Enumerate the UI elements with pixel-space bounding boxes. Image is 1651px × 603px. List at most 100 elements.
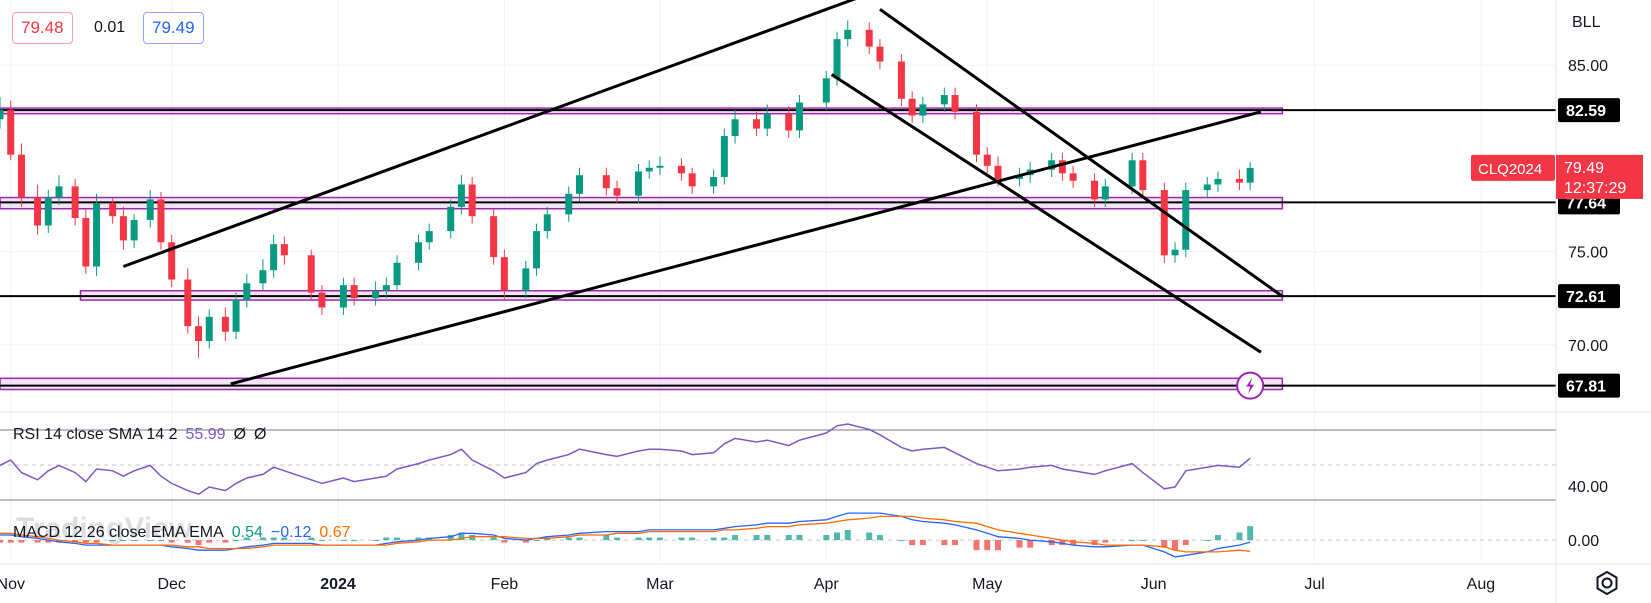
candles <box>0 20 1254 358</box>
macd-histogram-bar <box>834 532 841 541</box>
macd-histogram-bar <box>120 540 127 542</box>
macd-histogram-bar <box>952 540 959 546</box>
price-level-badge-label: 72.61 <box>1566 289 1606 306</box>
macd-histogram-bar <box>823 535 830 541</box>
time-axis-label: May <box>972 576 1002 593</box>
rsi-line <box>0 423 1251 496</box>
candle-body <box>973 111 981 155</box>
macd-histogram-bar <box>533 540 540 542</box>
macd-histogram-bar <box>565 537 572 541</box>
candle-body <box>677 165 685 174</box>
candle-body <box>575 175 583 194</box>
macd-histogram-bar <box>45 540 52 543</box>
symbol-chip[interactable]: BLL <box>1572 14 1601 31</box>
watermark-logo: TradingView <box>16 512 193 545</box>
macd-value-1: 0.54 <box>231 524 263 541</box>
macd-histogram-bar <box>1247 526 1254 541</box>
macd-pane <box>0 512 1556 558</box>
candle-body <box>468 184 476 217</box>
macd-histogram-bar <box>753 535 760 541</box>
macd-histogram-bar <box>222 540 229 543</box>
candle-body <box>0 109 4 120</box>
rsi-pane <box>0 423 1556 501</box>
candle-body <box>415 242 423 263</box>
macd-histogram-bar <box>447 535 454 541</box>
price-level-badge-label: 67.81 <box>1566 379 1606 396</box>
macd-histogram-bar <box>394 537 401 541</box>
candle-body <box>543 214 551 232</box>
ask-price[interactable]: 79.49 <box>143 12 204 44</box>
time-axis-label: Nov <box>0 576 25 593</box>
rsi-legend[interactable]: RSI 14 close SMA 14 2 55.99 Ø Ø <box>13 426 274 444</box>
macd-histogram-bar <box>796 535 803 541</box>
macd-histogram-bar <box>243 537 250 541</box>
macd-histogram-bar <box>876 535 883 541</box>
macd-histogram-bar <box>1182 540 1189 546</box>
macd-histogram-bar <box>308 537 315 541</box>
candle-body <box>382 285 390 291</box>
candle-body <box>307 255 315 293</box>
candle-body <box>1171 249 1179 256</box>
candle-body <box>146 199 154 220</box>
candle-body <box>55 186 63 198</box>
candle-body <box>44 197 52 226</box>
last-price-label: 79.49 <box>1564 160 1604 177</box>
candle-body <box>522 268 530 291</box>
candle-body <box>1214 178 1222 185</box>
candle-body <box>994 165 1002 179</box>
macd-histogram-bar <box>1070 540 1077 546</box>
time-axis-label: Dec <box>157 576 185 593</box>
candle-body <box>372 290 380 299</box>
candle-body <box>1203 184 1211 191</box>
candle-body <box>940 95 948 105</box>
price-level-badge <box>1558 284 1620 309</box>
candle-body <box>195 326 203 342</box>
macd-histogram-bar <box>866 532 873 541</box>
candle-body <box>634 171 642 196</box>
candle-body <box>425 231 433 243</box>
settings-gear-icon[interactable] <box>1594 570 1620 596</box>
macd-histogram-bar <box>1102 540 1109 543</box>
candle-body <box>876 46 884 62</box>
macd-histogram-bar <box>458 532 465 541</box>
candle-body <box>82 218 90 267</box>
macd-histogram-bar <box>678 537 685 541</box>
macd-histogram-bar <box>646 537 653 541</box>
macd-histogram-bar <box>501 540 508 543</box>
candle-body <box>533 231 541 269</box>
macd-histogram-bar <box>1172 540 1179 551</box>
horizontal-levels <box>0 109 1556 387</box>
candle-body <box>393 262 401 286</box>
macd-histogram-bar <box>93 540 100 543</box>
candle-body <box>897 61 905 99</box>
candle-body <box>645 167 653 172</box>
macd-histogram-bar <box>1236 532 1243 541</box>
price-tick-label: 70.00 <box>1568 338 1608 355</box>
candle-body <box>1246 167 1254 183</box>
symbol-badge <box>1471 154 1555 181</box>
macd-histogram-bar <box>131 540 138 542</box>
bid-price[interactable]: 79.48 <box>12 12 73 44</box>
candle-body <box>822 78 830 103</box>
macd-legend[interactable]: MACD 12 26 close EMA EMA 0.54 −0.12 0.67 <box>13 524 359 542</box>
macd-histogram-bar <box>1091 540 1098 546</box>
macd-histogram-bar <box>372 540 379 542</box>
candle-body <box>184 279 192 327</box>
rsi-extra-2: Ø <box>254 426 267 443</box>
trendline <box>830 73 1262 354</box>
candle-body <box>130 219 138 241</box>
horizontal-zones <box>0 107 1284 391</box>
overlay <box>1236 371 1265 400</box>
macd-histogram-bar <box>490 537 497 541</box>
macd-histogram-bar <box>614 537 621 541</box>
time-axis-label: 2024 <box>320 576 356 593</box>
macd-histogram-bar <box>919 540 926 546</box>
candle-body <box>490 216 498 258</box>
candle-body <box>280 244 288 256</box>
lightning-glyph <box>1246 377 1255 394</box>
macd-histogram-bar <box>1161 540 1168 548</box>
candle-body <box>565 193 573 215</box>
macd-histogram-bar <box>721 537 728 541</box>
